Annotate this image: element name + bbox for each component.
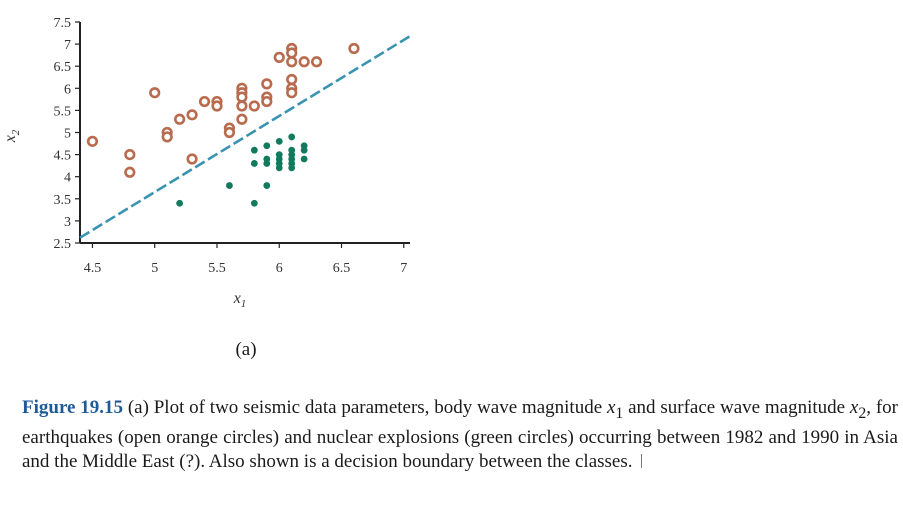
caption-math-x1: x bbox=[606, 397, 616, 418]
x-axis-title-sub: 1 bbox=[241, 298, 247, 310]
earthquake-point bbox=[273, 51, 285, 63]
explosion-point bbox=[250, 199, 258, 207]
y-tick-label: 6 bbox=[64, 82, 71, 97]
explosion-point bbox=[275, 137, 283, 145]
earthquake-point bbox=[236, 100, 248, 112]
x-axis-title-var: x bbox=[233, 290, 241, 307]
y-axis-title-sub: 2 bbox=[10, 129, 22, 135]
earthquake-point bbox=[261, 95, 273, 108]
earthquake-point bbox=[286, 87, 298, 99]
y-axis-title-var: x bbox=[2, 135, 19, 143]
earthquake-point bbox=[311, 56, 323, 68]
caption-math-x2-sub: 2 bbox=[858, 404, 867, 422]
caption-math-x1-sub: 1 bbox=[615, 404, 624, 422]
panel-label: (a) bbox=[235, 339, 257, 360]
earthquake-point bbox=[248, 100, 260, 112]
y-tick-label: 4.5 bbox=[54, 149, 72, 164]
explosion-point bbox=[288, 133, 296, 141]
caption-text-3: , for earthquakes (open orange circles) … bbox=[22, 397, 898, 472]
earthquake-point bbox=[286, 56, 298, 68]
earthquake-point bbox=[298, 56, 310, 68]
explosion-point bbox=[300, 155, 308, 163]
explosion-point bbox=[226, 182, 233, 189]
earthquake-point bbox=[211, 100, 223, 112]
y-tick-label: 2.5 bbox=[54, 237, 72, 252]
x-tick-label: 5.5 bbox=[208, 261, 226, 276]
earthquake-point bbox=[124, 166, 136, 178]
x-tick-label: 4.5 bbox=[84, 261, 102, 276]
earthquake-point bbox=[286, 47, 298, 59]
x-tick-label: 6 bbox=[276, 261, 283, 276]
earthquake-point bbox=[198, 95, 211, 108]
y-tick-label: 5.5 bbox=[54, 104, 72, 119]
x-tick-label: 7 bbox=[400, 261, 407, 276]
earthquake-point bbox=[186, 109, 198, 121]
figure-caption: Figure 19.15 (a) Plot of two seismic dat… bbox=[22, 396, 898, 474]
text-cursor bbox=[640, 453, 642, 468]
caption-text-1: (a) Plot of two seismic data parameters,… bbox=[123, 397, 607, 418]
y-tick-label: 3.5 bbox=[54, 193, 72, 208]
explosion-point bbox=[263, 182, 271, 189]
y-tick-label: 3 bbox=[64, 215, 71, 230]
earthquake-point bbox=[236, 91, 248, 103]
earthquake-point bbox=[161, 131, 173, 143]
caption-text-2: and surface wave magnitude bbox=[623, 397, 850, 418]
earthquake-point bbox=[86, 135, 99, 147]
earthquake-point bbox=[261, 78, 273, 90]
explosion-point bbox=[275, 164, 283, 172]
y-tick-label: 4 bbox=[64, 171, 71, 186]
explosion-point bbox=[288, 164, 296, 172]
plot-axes: 2.5 3 3.5 4 4.5 5 5.5 6 6.5 7 7.5 4.5 5 5.5 6 6.5 7 bbox=[54, 16, 410, 276]
data-points-layer bbox=[86, 42, 360, 207]
x-tick-label: 6.5 bbox=[333, 261, 351, 276]
earthquake-point bbox=[348, 42, 360, 55]
explosion-point bbox=[300, 146, 308, 154]
earthquake-point bbox=[174, 113, 186, 125]
explosion-point bbox=[250, 146, 258, 154]
decision-boundary-line bbox=[79, 35, 411, 239]
x-tick-label: 5 bbox=[151, 261, 158, 276]
earthquake-point bbox=[223, 126, 236, 139]
caption-math-x2: x bbox=[849, 397, 859, 418]
y-tick-label: 6.5 bbox=[54, 60, 72, 75]
earthquake-point bbox=[124, 149, 136, 161]
y-tick-label: 7 bbox=[64, 38, 71, 53]
explosion-point bbox=[250, 160, 258, 167]
y-axis-title: x2 bbox=[2, 129, 22, 143]
earthquake-point bbox=[186, 153, 198, 165]
decision-boundary-layer bbox=[79, 35, 411, 239]
y-tick-label: 7.5 bbox=[54, 16, 72, 31]
earthquake-point bbox=[286, 73, 298, 86]
earthquake-point bbox=[236, 113, 248, 125]
explosion-point bbox=[263, 142, 271, 150]
figure-label: Figure 19.15 bbox=[22, 397, 124, 418]
explosion-point bbox=[176, 199, 184, 207]
earthquake-point bbox=[149, 87, 161, 99]
x-axis-title: x1 bbox=[233, 290, 247, 310]
y-tick-label: 5 bbox=[64, 127, 71, 142]
explosion-point bbox=[263, 160, 271, 167]
